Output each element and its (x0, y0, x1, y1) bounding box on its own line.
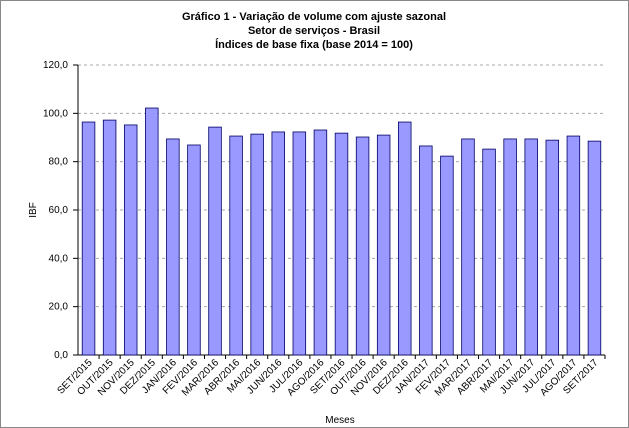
y-tick-label: 0,0 (54, 350, 68, 361)
bar (102, 119, 117, 356)
y-tick-label: 120,0 (43, 60, 68, 71)
bar (334, 132, 349, 356)
y-tick-label: 40,0 (49, 253, 69, 264)
bar (440, 155, 454, 356)
bar (81, 121, 96, 356)
chart-title: Gráfico 1 - Variação de volume com ajust… (182, 11, 446, 23)
chart-subtitle: Índices de base fixa (base 2014 = 100) (215, 38, 413, 51)
bar (566, 135, 581, 356)
bar (229, 135, 243, 356)
chart-subtitle: Setor de serviços - Brasil (248, 25, 380, 37)
x-axis-label: Meses (325, 415, 354, 426)
y-tick-label: 60,0 (49, 205, 69, 216)
bar (398, 121, 412, 356)
bar (482, 148, 496, 356)
bar (376, 134, 391, 356)
y-tick-label: 80,0 (49, 157, 69, 168)
bar (587, 140, 602, 356)
bar (524, 138, 538, 356)
bar (208, 126, 222, 356)
bar (145, 107, 159, 356)
bar (461, 138, 475, 356)
y-tick-label: 100,0 (43, 108, 68, 119)
bar (187, 144, 201, 356)
bar (419, 145, 433, 356)
bar (292, 131, 307, 356)
bar (545, 139, 560, 356)
bar (271, 131, 285, 356)
y-tick-label: 20,0 (49, 302, 69, 313)
y-axis-label: IBF (28, 202, 39, 218)
bar (503, 138, 517, 356)
bar (250, 133, 264, 356)
bar (123, 124, 138, 356)
bar (166, 138, 180, 356)
bar (355, 136, 370, 356)
bar (313, 129, 328, 356)
